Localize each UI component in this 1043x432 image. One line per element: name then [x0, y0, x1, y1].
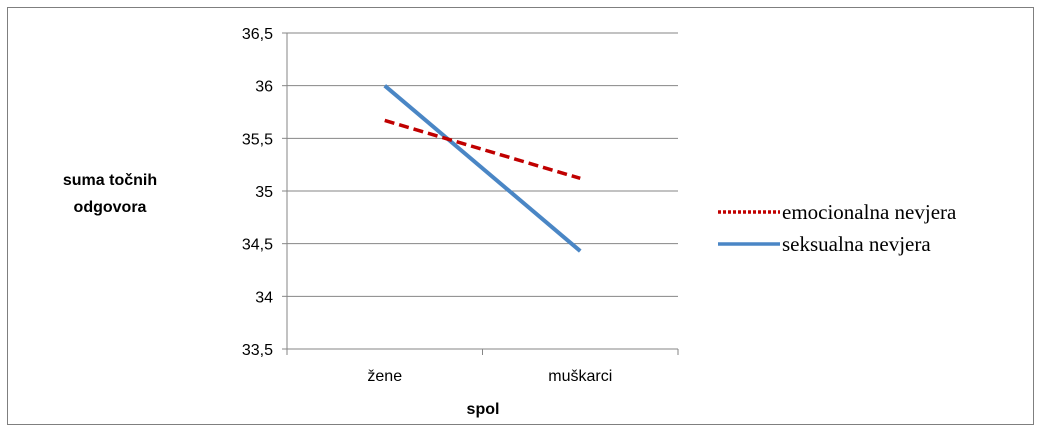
x-axis-title: spol [467, 401, 500, 418]
y-tick-label: 34 [255, 289, 273, 306]
chart-area [7, 7, 1034, 425]
x-tick-label: žene [367, 368, 402, 385]
series-lines [383, 84, 582, 253]
y-axis-title-line-1: suma točnih [63, 172, 157, 189]
y-tick-label: 36,5 [242, 26, 273, 43]
series-line-seksualna [383, 84, 582, 253]
y-tick-label: 35,5 [242, 131, 273, 148]
series-line-emocionalna [384, 118, 581, 181]
x-tick-labels: žene muškarci [367, 368, 612, 385]
x-tick-label: muškarci [548, 368, 612, 385]
y-tick-label: 36 [255, 79, 273, 96]
gridlines [287, 32, 678, 297]
y-axis-title-line-2: odgovora [74, 199, 147, 216]
legend-label-seksualna: seksualna nevjera [782, 232, 931, 256]
legend-label-emocionalna: emocionalna nevjera [782, 200, 957, 224]
y-tick-label: 34,5 [242, 237, 273, 254]
axes [282, 32, 679, 355]
y-tick-label: 35 [255, 184, 273, 201]
legend: emocionalna nevjera seksualna nevjera [718, 200, 957, 256]
y-tick-labels: 33,5 34 34,5 35 35,5 36 36,5 [242, 26, 273, 359]
y-tick-label: 33,5 [242, 342, 273, 359]
